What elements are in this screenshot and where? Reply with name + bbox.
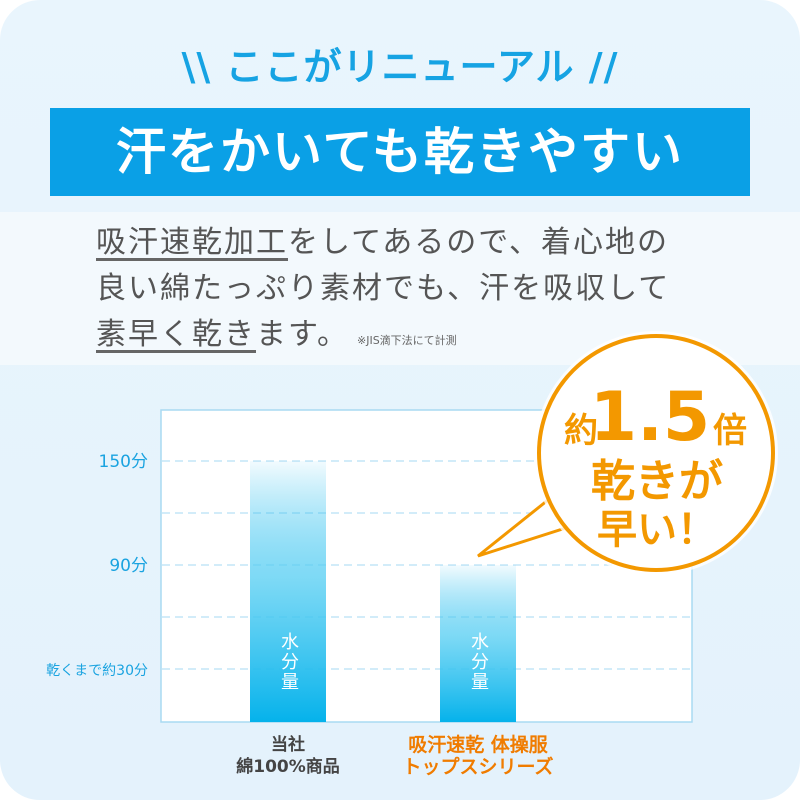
bar-label-text: 水分量 [468, 632, 489, 692]
bar [440, 565, 516, 722]
callout-number: 1.5 [590, 378, 710, 457]
desc-text-1: をしてあるので、着心地の [288, 225, 669, 260]
callout-prefix: 約 [564, 411, 598, 451]
title-banner: 汗をかいても乾きやすい [50, 108, 750, 196]
callout-line2: 乾きが [591, 456, 723, 507]
bar-label-text: 水分量 [278, 632, 299, 692]
desc-underline-1: 吸汗速乾加工 [96, 225, 288, 260]
x-category-label: 吸汗速乾 体操服 トップスシリーズ [402, 734, 554, 778]
footnote: ※JIS滴下法にて計測 [357, 334, 457, 347]
callout-bubble: 約 1.5 倍 乾きが 早い！ [477, 331, 778, 575]
desc-line-2: 良い綿たっぷり素材でも、汗を吸収して [96, 271, 671, 306]
callout-line3: 早い！ [597, 507, 717, 553]
y-tick-label-90: 90分 [109, 556, 148, 576]
callout-circle [537, 334, 775, 572]
description: 吸汗速乾加工をしてあるので、着心地の 良い綿たっぷり素材でも、汗を吸収して 素早… [96, 220, 670, 364]
bar [250, 461, 326, 722]
bar-label-2: 水分量 [440, 632, 516, 712]
x-category-label: 当社 綿100%商品 [236, 735, 340, 777]
desc-underline-3: 素早く乾き [96, 317, 256, 352]
y-tick-label-30: 乾くまで約30分 [46, 663, 148, 679]
desc-text-3: ます。 [256, 317, 349, 352]
headline: \\ ここがリニューアル // [181, 45, 619, 89]
callout-suffix: 倍 [713, 411, 747, 451]
bar-label-1: 水分量 [250, 632, 326, 712]
y-tick-label-150: 150分 [98, 452, 148, 472]
